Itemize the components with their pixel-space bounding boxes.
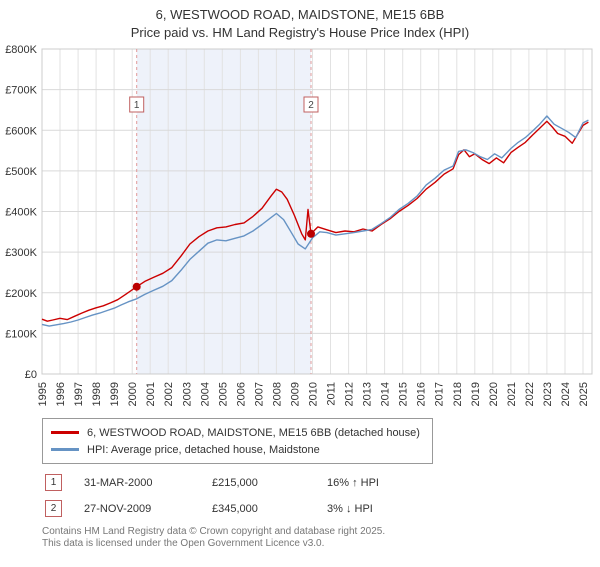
page-title: 6, WESTWOOD ROAD, MAIDSTONE, ME15 6BB [155,7,445,22]
svg-text:2022: 2022 [524,382,536,406]
transaction-2-hpi-delta: 3% ↓ HPI [327,502,373,515]
svg-text:2010: 2010 [308,382,320,406]
transaction-1-hpi-delta: 16% ↑ HPI [327,476,379,489]
svg-text:2011: 2011 [326,382,338,406]
footer-line-2: This data is licensed under the Open Gov… [42,538,325,549]
svg-text:2018: 2018 [452,382,464,406]
svg-text:2017: 2017 [434,382,446,406]
svg-text:2014: 2014 [380,382,392,406]
svg-text:2001: 2001 [145,382,157,406]
svg-text:2009: 2009 [290,382,302,406]
svg-text:1996: 1996 [55,382,67,406]
svg-text:£200K: £200K [5,288,37,300]
transaction-1-date: 31-MAR-2000 [84,476,153,489]
svg-text:£800K: £800K [5,44,37,56]
svg-text:2012: 2012 [344,382,356,406]
svg-text:2007: 2007 [253,382,265,406]
transaction-row-2: 2 27-NOV-2009 £345,000 3% ↓ HPI [45,500,600,517]
transaction-1-marker: 1 [45,474,62,491]
hpi-chart-page: 6, WESTWOOD ROAD, MAIDSTONE, ME15 6BB Pr… [0,7,600,550]
svg-text:2008: 2008 [271,382,283,406]
svg-text:£100K: £100K [5,328,37,340]
svg-text:1997: 1997 [73,382,85,406]
svg-text:2003: 2003 [181,382,193,406]
svg-text:£500K: £500K [5,166,37,178]
legend-label-hpi: HPI: Average price, detached house, Maid… [87,443,320,456]
svg-text:2021: 2021 [506,382,518,406]
svg-text:2000: 2000 [127,382,139,406]
svg-text:2005: 2005 [217,382,229,406]
svg-text:2024: 2024 [560,382,572,406]
svg-text:2023: 2023 [542,382,554,406]
price-chart: 1995 1996 1997 1998 1999 2000 2001 2002 2003 2004… [0,42,600,414]
legend-label-property: 6, WESTWOOD ROAD, MAIDSTONE, ME15 6BB (d… [87,426,420,439]
transaction-row-1: 1 31-MAR-2000 £215,000 16% ↑ HPI [45,474,600,491]
svg-text:£0: £0 [25,369,37,381]
svg-text:2: 2 [308,100,314,111]
page-subtitle: Price paid vs. HM Land Registry's House … [130,25,470,40]
svg-text:2019: 2019 [470,382,482,406]
property-line-swatch [51,431,79,434]
hpi-line-swatch [51,448,79,451]
transaction-2-date: 27-NOV-2009 [84,502,152,515]
svg-text:2002: 2002 [163,382,175,406]
svg-text:1999: 1999 [109,382,121,406]
transaction-2-marker: 2 [45,500,62,517]
chart-canvas: 1995 1996 1997 1998 1999 2000 2001 2002 2003 2004… [5,44,593,406]
footer-line-1: Contains HM Land Registry data © Crown c… [42,526,386,537]
svg-text:£600K: £600K [5,125,37,137]
transaction-2-price: £345,000 [212,502,258,515]
svg-text:£300K: £300K [5,247,37,259]
legend-item-hpi: HPI: Average price, detached house, Maid… [51,441,420,458]
license-footer: Contains HM Land Registry data © Crown c… [42,526,600,550]
svg-text:1998: 1998 [91,382,103,406]
svg-text:2006: 2006 [235,382,247,406]
svg-text:£700K: £700K [5,85,37,97]
legend-item-property: 6, WESTWOOD ROAD, MAIDSTONE, ME15 6BB (d… [51,424,420,441]
svg-text:1995: 1995 [37,382,49,406]
svg-text:£400K: £400K [5,207,37,219]
transaction-1-price: £215,000 [212,476,258,489]
chart-legend: 6, WESTWOOD ROAD, MAIDSTONE, ME15 6BB (d… [42,418,433,464]
svg-text:1: 1 [134,100,140,111]
svg-text:2025: 2025 [578,382,590,406]
svg-text:2004: 2004 [199,382,211,406]
svg-text:2013: 2013 [362,382,374,406]
svg-text:2016: 2016 [416,382,428,406]
transactions-list: 1 31-MAR-2000 £215,000 16% ↑ HPI 2 27-NO… [45,474,600,517]
svg-text:2020: 2020 [488,382,500,406]
svg-text:2015: 2015 [398,382,410,406]
